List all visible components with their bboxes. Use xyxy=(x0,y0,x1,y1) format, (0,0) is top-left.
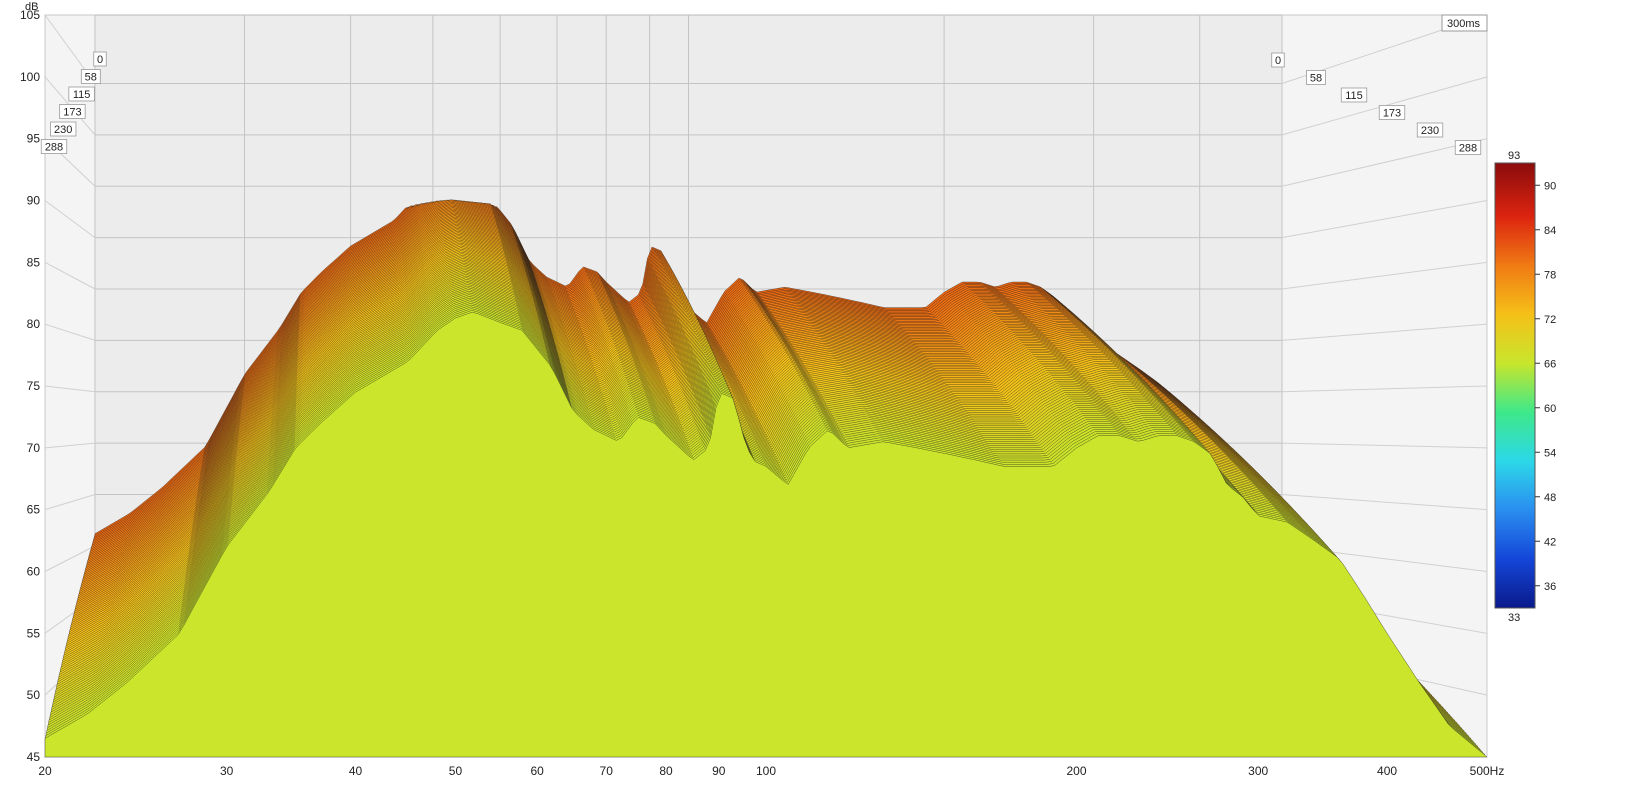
colorbar-tick-label: 60 xyxy=(1544,403,1556,415)
y-tick-label: 65 xyxy=(27,503,41,517)
x-tick-label: 200 xyxy=(1067,764,1087,778)
x-tick-label: 30 xyxy=(220,764,234,778)
y-axis-unit-label: dB xyxy=(25,1,38,13)
x-tick-label: 400 xyxy=(1377,764,1397,778)
y-tick-label: 55 xyxy=(27,626,41,640)
colorbar-gradient xyxy=(1494,162,1536,609)
time-tick-box xyxy=(1454,140,1482,155)
time-tick-label: 115 xyxy=(1345,90,1363,102)
x-tick-label: 50 xyxy=(449,764,463,778)
side-grid-line xyxy=(44,200,96,239)
time-tick-label: 58 xyxy=(85,72,97,84)
y-tick-label: 80 xyxy=(27,317,41,331)
time-tick-box xyxy=(1306,70,1326,85)
time-tick-label: 288 xyxy=(45,142,63,154)
y-tick-label: 90 xyxy=(27,194,41,208)
axis-labels: 20 30 40 50 60 70 80 90 100 200 300 400 500Hz 45 50 55 6… xyxy=(20,8,1504,778)
side-grid-line xyxy=(1281,442,1488,449)
y-tick-label: 105 xyxy=(20,8,40,22)
side-grid-line xyxy=(1281,323,1488,341)
time-tick-box xyxy=(1271,52,1285,68)
colorbar-ticks: 36 42 48 54 60 66 72 78 84 90 xyxy=(1535,180,1556,593)
time-tick-box xyxy=(1340,87,1368,103)
time-tick-label: 173 xyxy=(1383,108,1401,120)
time-tick-box xyxy=(93,51,107,67)
y-tick-label: 85 xyxy=(27,255,41,269)
side-grid-line xyxy=(1281,261,1488,290)
side-grid-line xyxy=(44,494,96,511)
time-range-label: 300ms xyxy=(1447,18,1481,30)
colorbar-min-label: 33 xyxy=(1508,612,1520,624)
time-tick-label: 115 xyxy=(73,89,91,101)
time-tick-label: 230 xyxy=(1421,125,1439,137)
time-tick-box xyxy=(1416,122,1444,138)
x-tick-label: 300 xyxy=(1248,764,1268,778)
waterfall-slice xyxy=(44,311,1488,758)
x-tick-label: 40 xyxy=(349,764,363,778)
colorbar-tick-label: 90 xyxy=(1544,180,1556,192)
time-tick-box xyxy=(59,104,86,119)
waterfall-surface xyxy=(44,199,1488,758)
time-tick-label: 288 xyxy=(1459,143,1477,155)
side-grid-line xyxy=(44,442,96,449)
side-grid-line xyxy=(1281,494,1488,511)
y-tick-label: 45 xyxy=(27,750,41,764)
colorbar-tick-label: 42 xyxy=(1544,536,1556,548)
colorbar: 93 33 36 42 48 54 60 66 72 78 84 90 xyxy=(1494,150,1556,624)
x-tick-label: 90 xyxy=(712,764,726,778)
time-tick-box xyxy=(68,86,95,102)
x-tick-label: 100 xyxy=(756,764,776,778)
x-tick-label: 20 xyxy=(38,764,52,778)
side-grid-line xyxy=(44,545,96,572)
y-tick-label: 50 xyxy=(27,688,41,702)
time-tick-box xyxy=(80,69,101,84)
side-grid-line xyxy=(44,385,96,393)
time-tick-label: 173 xyxy=(63,107,81,119)
y-tick-label: 70 xyxy=(27,441,41,455)
x-tick-label: 500Hz xyxy=(1470,764,1505,778)
side-grid-line xyxy=(1281,200,1488,239)
colorbar-max-label: 93 xyxy=(1508,150,1520,162)
time-tick-label: 0 xyxy=(1275,55,1281,67)
time-tick-box xyxy=(1378,105,1406,120)
time-range-box xyxy=(1441,14,1488,32)
side-grid-line xyxy=(44,261,96,290)
x-tick-label: 60 xyxy=(530,764,544,778)
colorbar-tick-label: 66 xyxy=(1544,358,1556,370)
time-tick-label: 0 xyxy=(97,54,103,66)
time-tick-label: 58 xyxy=(1310,73,1322,85)
colorbar-tick-label: 36 xyxy=(1544,581,1556,593)
y-tick-label: 60 xyxy=(27,565,41,579)
time-tick-box xyxy=(50,121,77,137)
colorbar-tick-label: 54 xyxy=(1544,447,1556,459)
time-tick-label: 230 xyxy=(54,124,72,136)
time-tick-box xyxy=(40,139,68,154)
colorbar-tick-label: 78 xyxy=(1544,269,1556,281)
x-tick-label: 70 xyxy=(600,764,614,778)
side-grid-line xyxy=(1281,385,1488,393)
y-tick-label: 100 xyxy=(20,70,40,84)
side-grid-line xyxy=(44,323,96,341)
x-tick-label: 80 xyxy=(659,764,673,778)
y-tick-label: 75 xyxy=(27,379,41,393)
colorbar-tick-label: 72 xyxy=(1544,314,1556,326)
colorbar-tick-label: 84 xyxy=(1544,225,1556,237)
colorbar-tick-label: 48 xyxy=(1544,492,1556,504)
side-grid-line xyxy=(1281,138,1488,187)
y-tick-label: 95 xyxy=(27,132,41,146)
